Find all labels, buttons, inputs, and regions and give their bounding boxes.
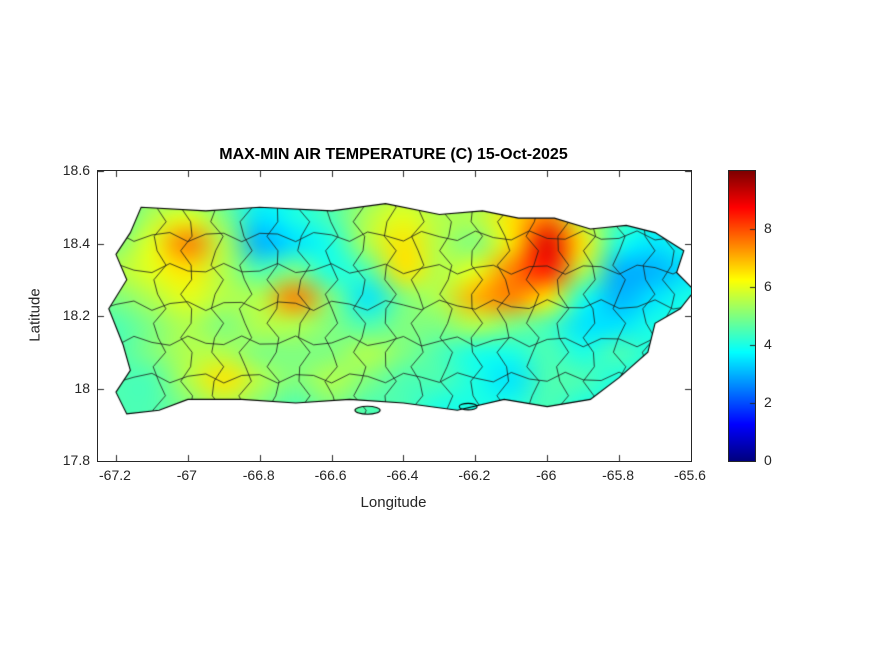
x-tick-label: -67.2 bbox=[99, 467, 131, 483]
cb-tick-label: 2 bbox=[764, 394, 772, 410]
x-tick-label: -66.8 bbox=[242, 467, 275, 483]
heatmap-canvas bbox=[98, 171, 691, 461]
x-tick-label: -67 bbox=[176, 467, 197, 483]
cb-tick-label: 8 bbox=[764, 220, 772, 236]
x-axis-label: Longitude bbox=[360, 494, 427, 511]
cb-tick-label: 4 bbox=[764, 336, 772, 352]
y-tick-label: 18 bbox=[74, 379, 90, 396]
x-tick-label: -66 bbox=[536, 467, 557, 483]
y-tick-label: 18.6 bbox=[62, 162, 90, 178]
cb-tick-label: 0 bbox=[764, 452, 772, 468]
y-axis-label: Latitude bbox=[26, 288, 44, 342]
y-tick-label: 17.8 bbox=[62, 452, 90, 468]
colorbar bbox=[728, 170, 756, 462]
x-tick-label: -66.2 bbox=[458, 467, 491, 483]
chart-title: MAX-MIN AIR TEMPERATURE (C) 15-Oct-2025 bbox=[219, 146, 568, 163]
x-tick-label: -65.6 bbox=[674, 467, 706, 483]
x-tick-label: -66.4 bbox=[386, 467, 419, 483]
y-tick-label: 18.4 bbox=[62, 234, 90, 251]
x-tick-label: -66.6 bbox=[314, 467, 347, 483]
colorbar-canvas bbox=[729, 171, 755, 461]
plot-area bbox=[97, 170, 692, 462]
y-tick-label: 18.2 bbox=[62, 307, 90, 323]
cb-tick-label: 6 bbox=[764, 278, 772, 294]
x-tick-label: -65.8 bbox=[602, 467, 635, 483]
